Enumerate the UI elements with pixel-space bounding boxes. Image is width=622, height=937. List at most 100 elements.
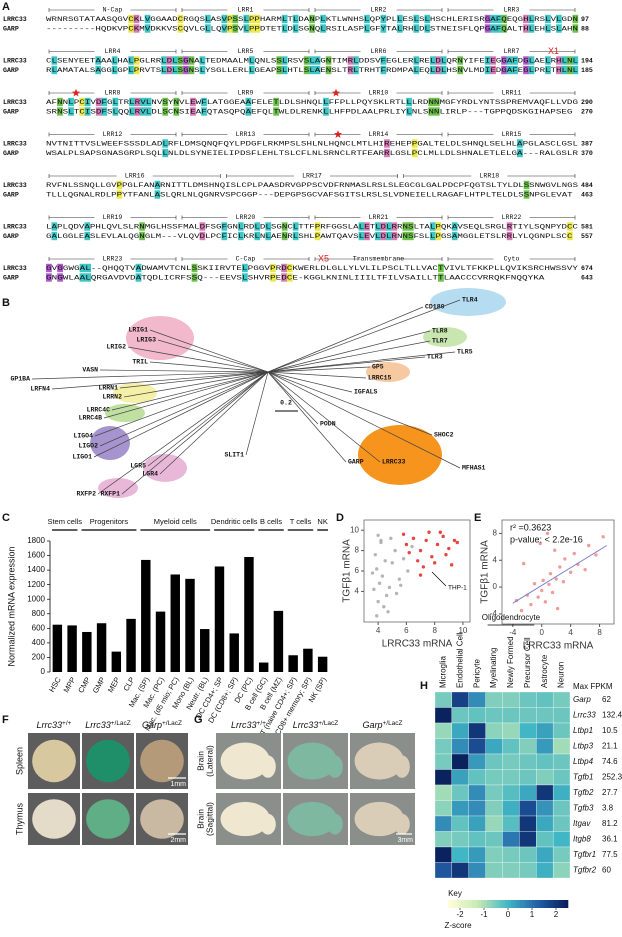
panel-label: D: [336, 512, 344, 524]
point: [389, 536, 393, 541]
residue-highlight: [177, 65, 184, 75]
residue-highlight: [391, 231, 398, 241]
residue-highlight: [506, 65, 513, 75]
y-tick-label: 1800: [27, 536, 45, 545]
residue-highlight: [384, 139, 390, 148]
point: [386, 610, 390, 614]
residue-highlight: [292, 24, 299, 33]
bar: [244, 557, 254, 672]
sequence: CLSENYEETAAALHALPGLRRLDLSGNALTEDMAALMLQN…: [46, 57, 578, 64]
residue-highlight: [144, 14, 151, 24]
residue-highlight: [57, 107, 63, 116]
residue-highlight: [281, 65, 288, 75]
residue-highlight: [314, 65, 321, 75]
residue-highlight: [286, 273, 293, 282]
residue-highlight: [435, 231, 442, 241]
key-swatch: [493, 900, 497, 908]
branch: [267, 371, 353, 393]
column-header: Lrrc33+/LacZ: [293, 720, 339, 731]
point: [553, 548, 557, 552]
gene-name: Garp: [362, 720, 382, 730]
residue-highlight: [375, 231, 381, 241]
point: [568, 570, 573, 575]
residue-highlight: [172, 56, 178, 65]
residue-highlight: [484, 56, 491, 65]
domain-label-bg: [493, 130, 530, 138]
x-axis-label: LRRC33 mRNA: [523, 641, 594, 652]
residue-highlight: [135, 273, 142, 282]
panel-label: C: [2, 512, 10, 524]
leaf-label: TRIL: [132, 359, 148, 366]
panel-label: E: [474, 512, 481, 524]
column-header: Garp+/LacZ: [362, 720, 402, 731]
residue-highlight: [265, 231, 272, 241]
column-header: Lrrc33+/+: [231, 720, 266, 731]
bar: [170, 574, 180, 672]
point: [375, 614, 379, 618]
key-swatch: [556, 900, 560, 908]
residue-highlight: [188, 65, 195, 75]
point: [383, 559, 387, 563]
column-header: Lrrc33+/+: [37, 720, 72, 731]
domain-label: LRR15: [502, 131, 522, 138]
residue-highlight: [572, 65, 579, 75]
residue-highlight: [438, 263, 444, 273]
point: [545, 531, 550, 536]
bar: [185, 578, 195, 672]
sequence-end: 194: [581, 57, 593, 64]
sequence: GALGGLEASLEVLALQGNGLM---VLQVDLPCFICLKRLN…: [46, 233, 573, 240]
residue-highlight: [347, 56, 354, 65]
heatmap-cell: [485, 769, 503, 786]
residue-highlight: [79, 97, 85, 107]
key-swatch: [484, 900, 488, 908]
sequence-end: 484: [581, 182, 593, 189]
residue-highlight: [51, 56, 58, 65]
branch: [111, 371, 269, 411]
residue-highlight: [84, 222, 91, 231]
key-swatch: [526, 900, 530, 908]
sequence-name: GARP: [3, 233, 19, 240]
sequence-name: GARP: [3, 150, 19, 157]
cerebellum: [394, 813, 410, 835]
branch: [267, 340, 431, 373]
residue-highlight: [512, 65, 518, 75]
x-tick-label: 8: [597, 628, 602, 637]
domain-label-bg: [227, 213, 264, 221]
domain-label: LRR3: [504, 6, 520, 13]
heatmap-cell: [519, 862, 537, 879]
domain-label-bg: [360, 255, 397, 262]
residue-highlight: [309, 14, 315, 24]
residue-highlight: [276, 56, 283, 65]
plot-frame: [501, 519, 615, 625]
domain-label-bg: [227, 255, 264, 262]
residue-highlight: [162, 139, 169, 148]
heatmap-cell: [552, 862, 571, 879]
key-tick-label: -2: [456, 910, 464, 919]
domain-label-bg: [94, 47, 131, 55]
point: [432, 561, 437, 565]
domain-label: LRR8: [105, 89, 121, 96]
residue-highlight: [191, 273, 198, 282]
residue-highlight: [116, 180, 123, 190]
point: [548, 571, 553, 576]
residue-highlight: [199, 65, 206, 75]
sequence-name: LRRC33: [3, 99, 27, 106]
residue-highlight: [567, 65, 573, 75]
row-label: Itgav: [573, 819, 591, 828]
branch: [97, 371, 269, 495]
leaf-label: LRRC4B: [79, 415, 103, 422]
residue-highlight: [320, 24, 326, 33]
group-label: Dendritic cells: [211, 517, 258, 526]
sequence: NVTNITTVSLWEEFSSSDLADLRFLDMSQNQFQYLPDGFL…: [46, 140, 578, 147]
heatmap-cell: [434, 738, 453, 755]
point: [529, 602, 533, 607]
heatmap-cell: [552, 769, 571, 786]
y-tick-label: -4: [490, 609, 498, 618]
residue-highlight: [567, 231, 573, 241]
domain-label: LRR4: [105, 48, 121, 55]
residue-highlight: [406, 107, 412, 116]
residue-highlight: [140, 97, 146, 107]
residue-highlight: [248, 24, 255, 33]
residue-highlight: [95, 65, 102, 75]
domain-label: LRR11: [502, 89, 522, 96]
